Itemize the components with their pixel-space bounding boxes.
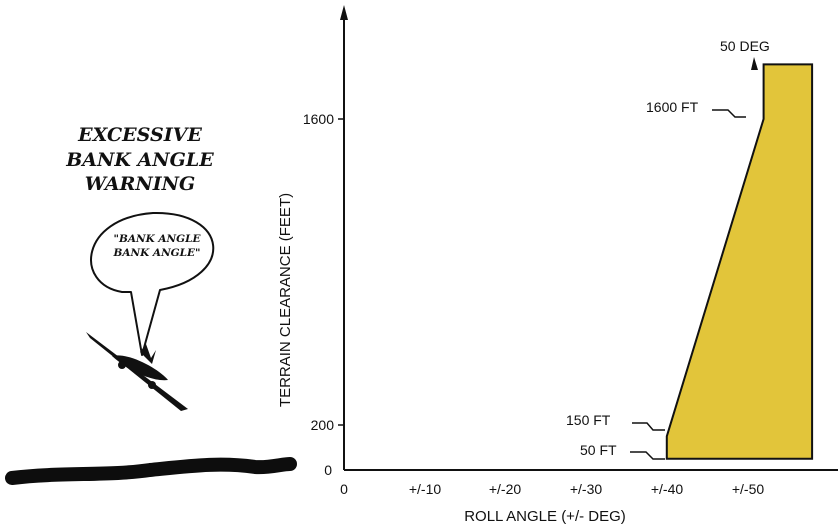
x-tick-10: +/-10 [409, 481, 442, 497]
x-axis-label: ROLL ANGLE (+/- DEG) [464, 508, 626, 525]
annotation-50-ft: 50 FT [580, 442, 665, 460]
callout-line-2: BANK ANGLE" [113, 247, 201, 259]
x-tick-30: +/-30 [570, 481, 603, 497]
ground-line [5, 457, 297, 485]
x-tick-40: +/-40 [651, 481, 684, 497]
x-tick-50: +/-50 [732, 481, 765, 497]
y-tick-1600: 1600 [303, 111, 334, 127]
up-arrow-icon [751, 57, 758, 70]
airplane-icon [86, 332, 188, 411]
warning-illustration: EXCESSIVE BANK ANGLE WARNING "BANK ANGLE… [5, 124, 297, 485]
annotation-50-deg-text: 50 DEG [720, 38, 770, 54]
x-tick-20: +/-20 [489, 481, 522, 497]
warning-title-line-2: BANK ANGLE [65, 149, 214, 171]
warning-title-line-1: EXCESSIVE [77, 124, 202, 146]
callout-line-1: "BANK ANGLE [114, 233, 202, 245]
annotation-50-ft-text: 50 FT [580, 442, 617, 458]
y-axis-label: TERRAIN CLEARANCE (FEET) [277, 193, 294, 407]
y-tick-0: 0 [324, 462, 332, 478]
annotation-50-deg: 50 DEG [720, 38, 770, 70]
annotation-1600-ft-text: 1600 FT [646, 99, 699, 115]
y-tick-200: 200 [311, 417, 335, 433]
y-axis-arrow [340, 5, 348, 20]
warning-title-line-3: WARNING [85, 173, 196, 195]
envelope-chart: 0 200 1600 0 +/-10 +/-20 +/-30 +/-40 +/-… [277, 5, 838, 525]
warning-envelope-area [665, 63, 814, 460]
x-tick-0: 0 [340, 481, 348, 497]
annotation-150-ft: 150 FT [566, 412, 665, 431]
y-ticks [338, 118, 344, 426]
annotation-1600-ft: 1600 FT [646, 99, 746, 118]
speech-bubble: "BANK ANGLE BANK ANGLE" [90, 211, 215, 356]
annotation-150-ft-text: 150 FT [566, 412, 611, 428]
